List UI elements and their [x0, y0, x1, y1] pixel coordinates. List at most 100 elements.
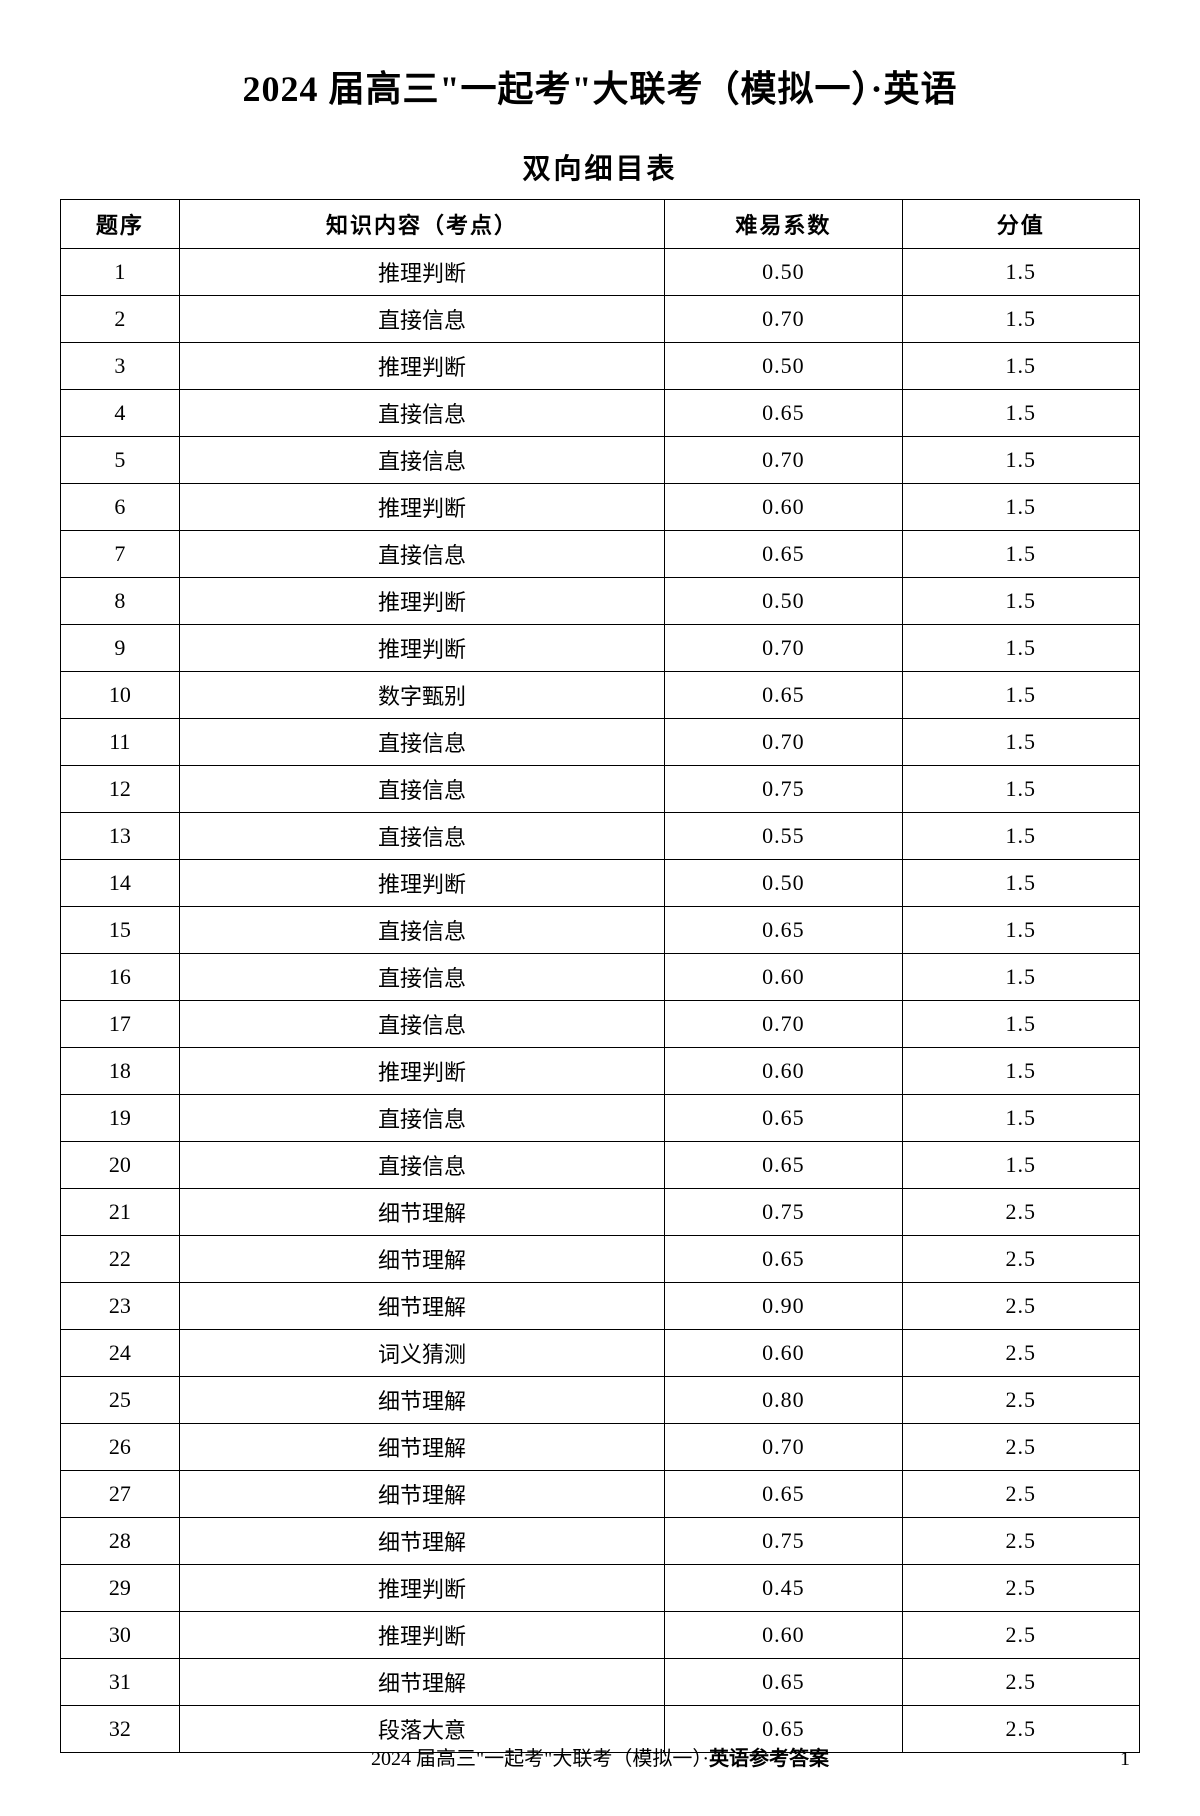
table-cell: 24: [61, 1330, 180, 1377]
table-row: 9推理判断0.701.5: [61, 625, 1140, 672]
table-cell: 5: [61, 437, 180, 484]
table-row: 2直接信息0.701.5: [61, 296, 1140, 343]
table-cell: 2.5: [902, 1612, 1139, 1659]
table-header-row: 题序 知识内容（考点） 难易系数 分值: [61, 200, 1140, 249]
table-cell: 28: [61, 1518, 180, 1565]
table-cell: 16: [61, 954, 180, 1001]
table-cell: 0.65: [665, 1095, 902, 1142]
table-cell: 19: [61, 1095, 180, 1142]
table-cell: 0.65: [665, 1236, 902, 1283]
table-cell: 0.65: [665, 672, 902, 719]
table-cell: 21: [61, 1189, 180, 1236]
table-cell: 3: [61, 343, 180, 390]
table-cell: 1.5: [902, 578, 1139, 625]
table-cell: 0.65: [665, 1142, 902, 1189]
table-cell: 直接信息: [179, 1095, 665, 1142]
table-cell: 细节理解: [179, 1189, 665, 1236]
table-cell: 直接信息: [179, 437, 665, 484]
table-cell: 0.70: [665, 625, 902, 672]
table-cell: 推理判断: [179, 343, 665, 390]
table-row: 31细节理解0.652.5: [61, 1659, 1140, 1706]
table-cell: 直接信息: [179, 954, 665, 1001]
table-cell: 数字甄别: [179, 672, 665, 719]
table-row: 5直接信息0.701.5: [61, 437, 1140, 484]
table-cell: 20: [61, 1142, 180, 1189]
table-cell: 1.5: [902, 437, 1139, 484]
table-cell: 2.5: [902, 1189, 1139, 1236]
table-cell: 细节理解: [179, 1236, 665, 1283]
table-cell: 直接信息: [179, 390, 665, 437]
table-cell: 直接信息: [179, 719, 665, 766]
table-cell: 18: [61, 1048, 180, 1095]
table-cell: 1.5: [902, 1001, 1139, 1048]
table-cell: 1.5: [902, 954, 1139, 1001]
table-row: 17直接信息0.701.5: [61, 1001, 1140, 1048]
table-cell: 0.60: [665, 1612, 902, 1659]
table-cell: 推理判断: [179, 1612, 665, 1659]
table-cell: 2.5: [902, 1565, 1139, 1612]
table-cell: 8: [61, 578, 180, 625]
table-cell: 0.70: [665, 437, 902, 484]
table-cell: 2.5: [902, 1424, 1139, 1471]
table-cell: 26: [61, 1424, 180, 1471]
table-cell: 2: [61, 296, 180, 343]
table-cell: 直接信息: [179, 296, 665, 343]
table-row: 30推理判断0.602.5: [61, 1612, 1140, 1659]
table-cell: 0.45: [665, 1565, 902, 1612]
table-cell: 11: [61, 719, 180, 766]
table-row: 15直接信息0.651.5: [61, 907, 1140, 954]
table-cell: 0.65: [665, 907, 902, 954]
table-cell: 1.5: [902, 531, 1139, 578]
table-cell: 6: [61, 484, 180, 531]
table-cell: 细节理解: [179, 1377, 665, 1424]
specification-table: 题序 知识内容（考点） 难易系数 分值 1推理判断0.501.52直接信息0.7…: [60, 199, 1140, 1753]
table-cell: 0.75: [665, 1518, 902, 1565]
table-cell: 22: [61, 1236, 180, 1283]
table-cell: 1.5: [902, 343, 1139, 390]
table-cell: 23: [61, 1283, 180, 1330]
table-cell: 0.60: [665, 1330, 902, 1377]
table-row: 21细节理解0.752.5: [61, 1189, 1140, 1236]
col-header-score: 分值: [902, 200, 1139, 249]
table-cell: 13: [61, 813, 180, 860]
table-cell: 1.5: [902, 907, 1139, 954]
table-cell: 1: [61, 249, 180, 296]
table-row: 11直接信息0.701.5: [61, 719, 1140, 766]
table-cell: 25: [61, 1377, 180, 1424]
col-header-difficulty: 难易系数: [665, 200, 902, 249]
table-cell: 直接信息: [179, 531, 665, 578]
table-cell: 0.60: [665, 484, 902, 531]
table-cell: 直接信息: [179, 766, 665, 813]
table-cell: 1.5: [902, 625, 1139, 672]
table-row: 23细节理解0.902.5: [61, 1283, 1140, 1330]
table-cell: 0.50: [665, 249, 902, 296]
table-row: 19直接信息0.651.5: [61, 1095, 1140, 1142]
table-cell: 2.5: [902, 1330, 1139, 1377]
table-cell: 0.70: [665, 1001, 902, 1048]
table-cell: 直接信息: [179, 813, 665, 860]
table-cell: 1.5: [902, 766, 1139, 813]
table-cell: 0.75: [665, 1189, 902, 1236]
table-row: 8推理判断0.501.5: [61, 578, 1140, 625]
table-cell: 1.5: [902, 390, 1139, 437]
table-cell: 推理判断: [179, 1565, 665, 1612]
table-cell: 0.65: [665, 531, 902, 578]
table-cell: 0.60: [665, 1048, 902, 1095]
table-cell: 2.5: [902, 1471, 1139, 1518]
table-cell: 细节理解: [179, 1283, 665, 1330]
table-cell: 0.65: [665, 1659, 902, 1706]
table-row: 13直接信息0.551.5: [61, 813, 1140, 860]
table-body: 1推理判断0.501.52直接信息0.701.53推理判断0.501.54直接信…: [61, 249, 1140, 1753]
table-cell: 2.5: [902, 1518, 1139, 1565]
page-number: 1: [1120, 1748, 1130, 1771]
table-row: 24词义猜测0.602.5: [61, 1330, 1140, 1377]
table-cell: 7: [61, 531, 180, 578]
table-cell: 0.65: [665, 390, 902, 437]
table-cell: 0.70: [665, 719, 902, 766]
table-cell: 词义猜测: [179, 1330, 665, 1377]
table-row: 14推理判断0.501.5: [61, 860, 1140, 907]
table-cell: 1.5: [902, 1142, 1139, 1189]
table-cell: 0.50: [665, 860, 902, 907]
table-row: 26细节理解0.702.5: [61, 1424, 1140, 1471]
col-header-content: 知识内容（考点）: [179, 200, 665, 249]
